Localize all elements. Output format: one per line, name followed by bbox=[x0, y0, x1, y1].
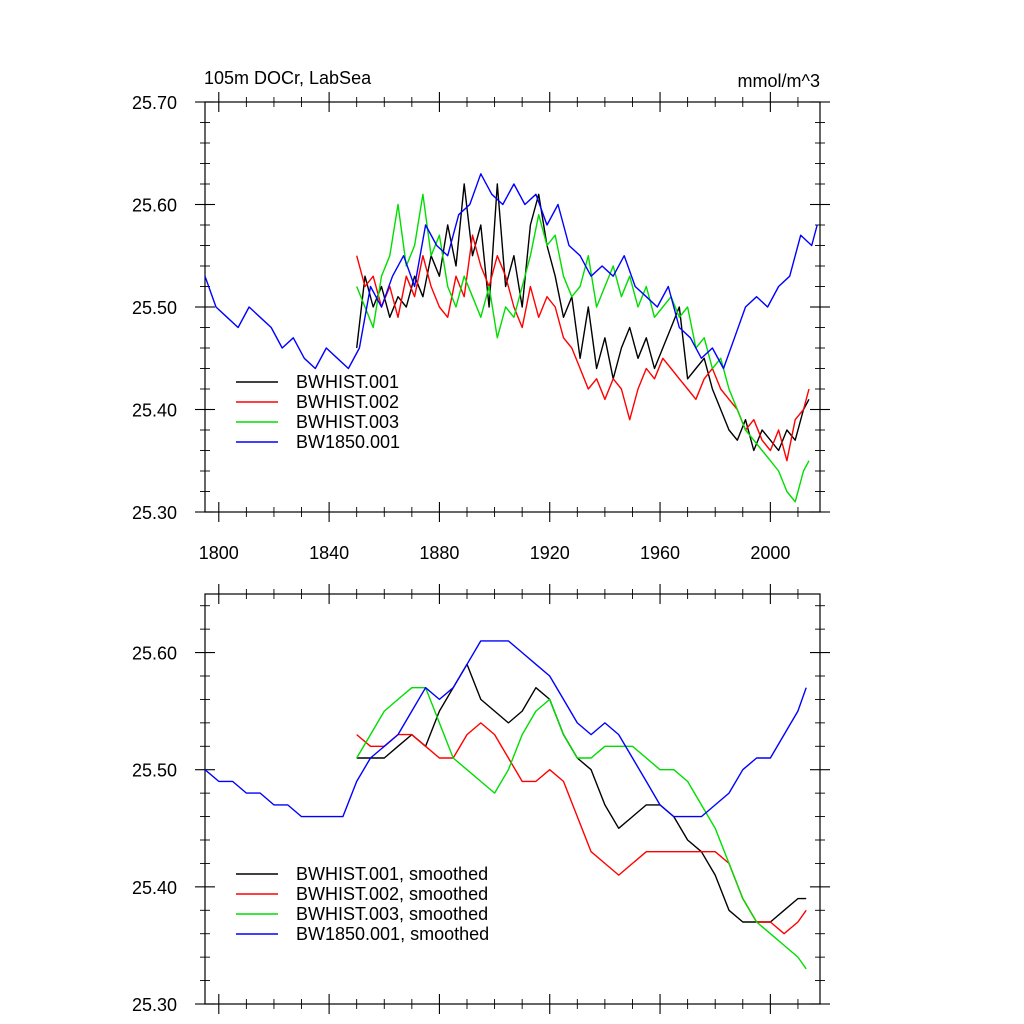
series-line-bw1850-001 bbox=[204, 640, 807, 818]
y-tick-label: 25.70 bbox=[132, 93, 177, 113]
x-tick-label: 1840 bbox=[309, 543, 349, 563]
series-line-bwhist-001 bbox=[356, 183, 810, 452]
bottom-chart-panel: 25.30 25.40 25.50 25.60 BWHIST.001, smoothed… bbox=[132, 584, 830, 1015]
y-tick-label: 25.60 bbox=[132, 196, 177, 216]
series-line-bw1850-001 bbox=[204, 173, 818, 370]
y-tick-label: 25.60 bbox=[132, 644, 177, 664]
legend-label: BWHIST.002, smoothed bbox=[296, 884, 488, 904]
legend-label: BWHIST.001, smoothed bbox=[296, 864, 488, 884]
y-tick-label: 25.50 bbox=[132, 298, 177, 318]
plot-frame bbox=[204, 593, 821, 1005]
legend-label: BW1850.001 bbox=[296, 432, 400, 452]
y-tick-label: 25.40 bbox=[132, 401, 177, 421]
top-chart-title: 105m DOCr, LabSea bbox=[204, 68, 372, 88]
x-tick-label: 2000 bbox=[750, 543, 790, 563]
y-tick-label: 25.50 bbox=[132, 761, 177, 781]
x-tick-label: 1920 bbox=[530, 543, 570, 563]
y-tick-label: 25.30 bbox=[132, 995, 177, 1015]
top-chart-panel: 1800 1840 1880 1920 1960 2000 25.30 25.40 25.50 2… bbox=[132, 92, 830, 563]
series-line-bwhist-003 bbox=[356, 687, 807, 970]
legend-label: BWHIST.003, smoothed bbox=[296, 904, 488, 924]
legend-label: BW1850.001, smoothed bbox=[296, 924, 489, 944]
x-tick-label: 1800 bbox=[199, 543, 239, 563]
y-tick-label: 25.40 bbox=[132, 878, 177, 898]
legend-label: BWHIST.003 bbox=[296, 412, 399, 432]
series-line-bwhist-003 bbox=[356, 193, 810, 503]
top-chart-units: mmol/m^3 bbox=[738, 71, 820, 91]
y-tick-label: 25.30 bbox=[132, 503, 177, 523]
x-tick-label: 1960 bbox=[640, 543, 680, 563]
x-tick-label: 1880 bbox=[419, 543, 459, 563]
legend-label: BWHIST.001 bbox=[296, 372, 399, 392]
legend-label: BWHIST.002 bbox=[296, 392, 399, 412]
series-line-bwhist-001 bbox=[356, 663, 807, 923]
